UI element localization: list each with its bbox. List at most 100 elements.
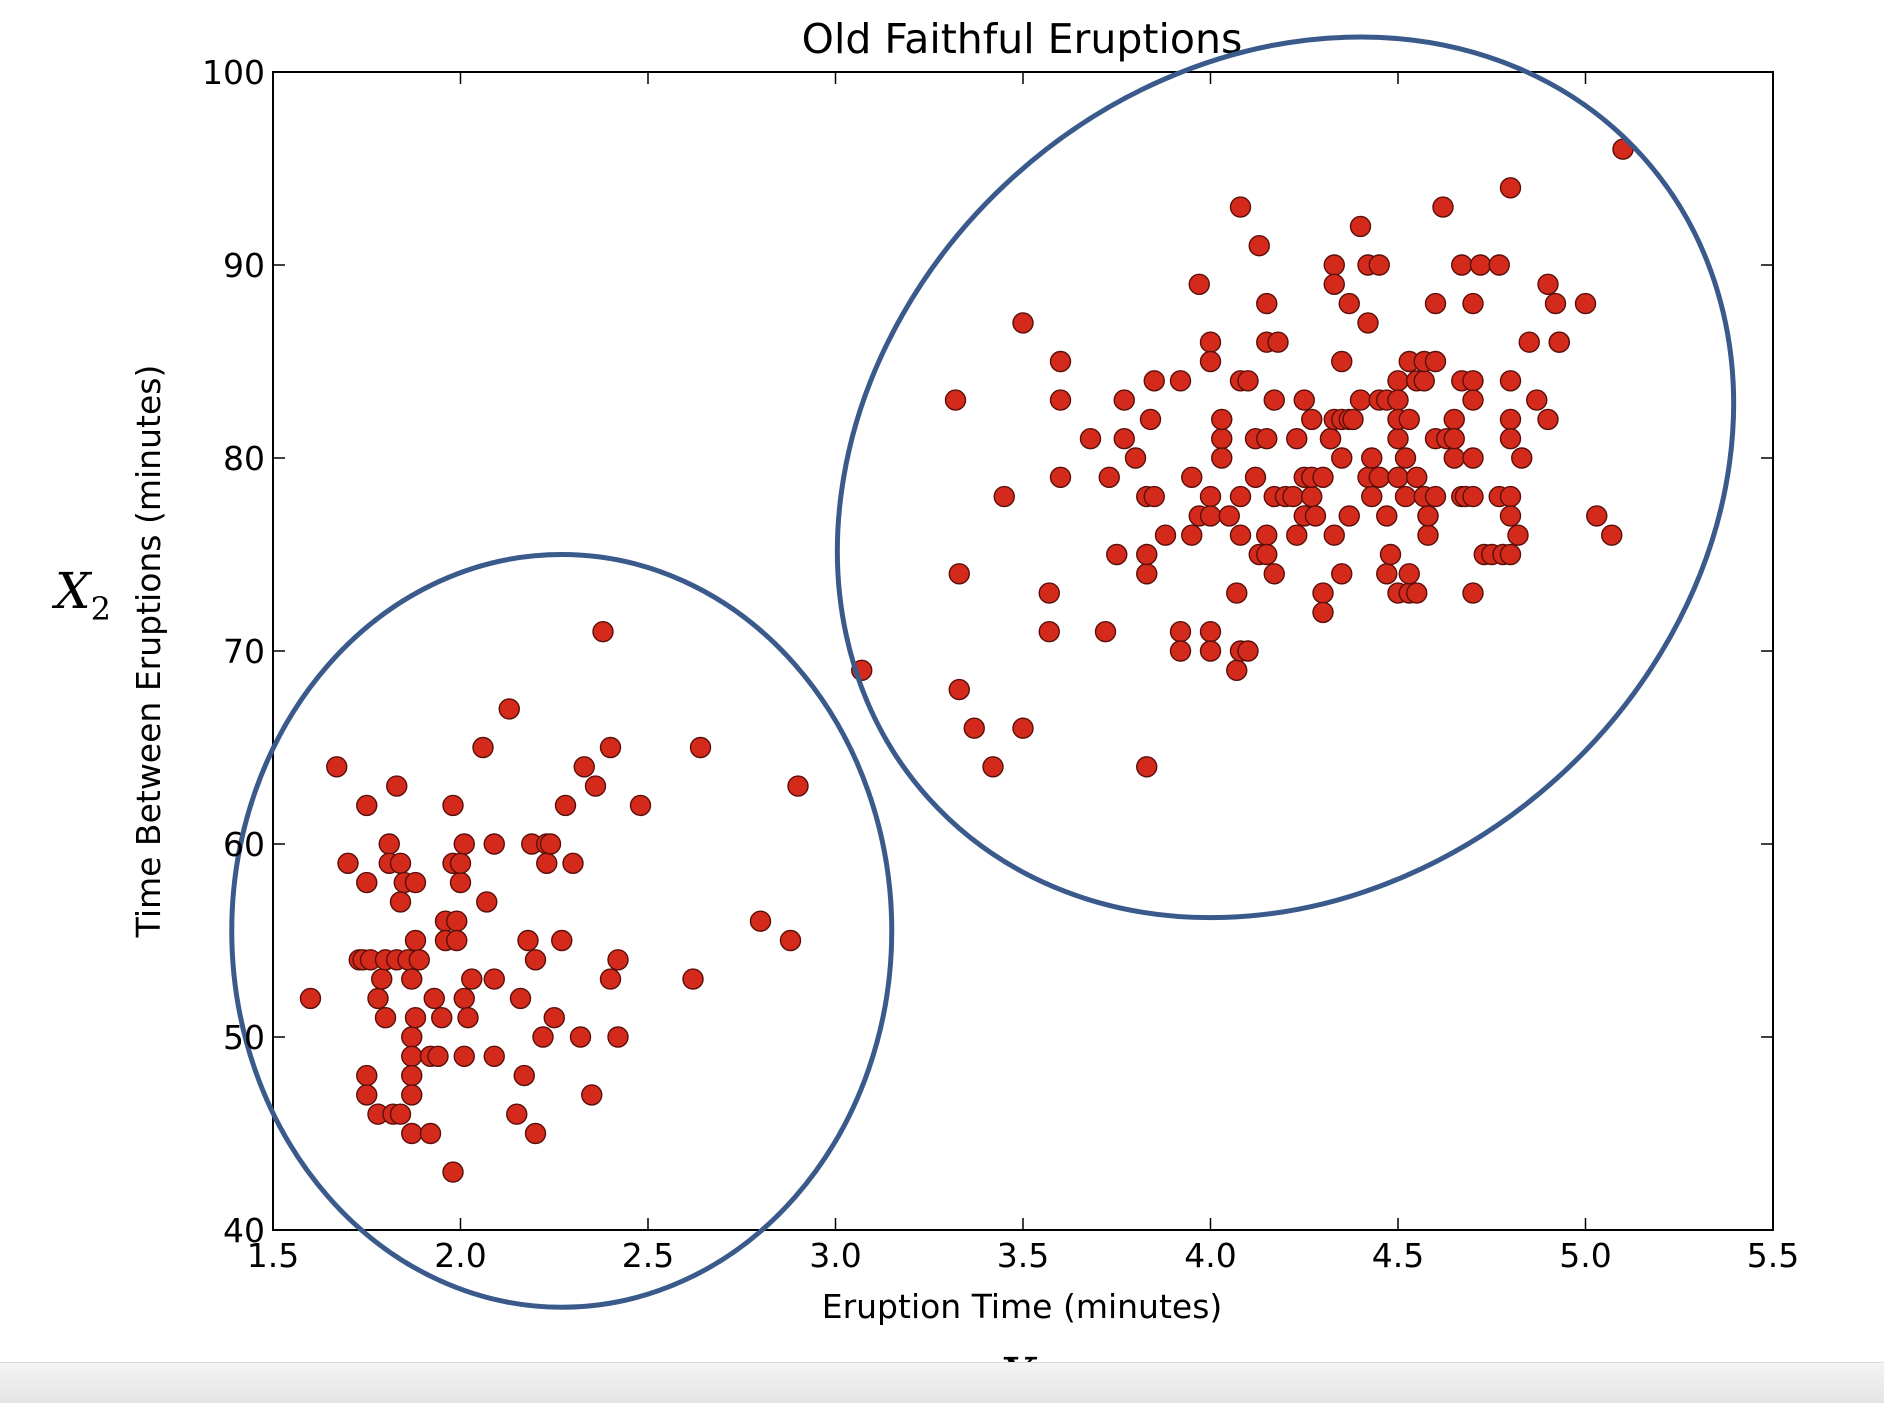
data-point bbox=[1169, 370, 1192, 392]
data-point bbox=[472, 736, 494, 759]
data-point bbox=[1443, 428, 1465, 450]
data-point bbox=[1199, 621, 1222, 643]
data-point bbox=[554, 794, 577, 817]
data-point bbox=[689, 736, 712, 759]
data-point bbox=[476, 891, 498, 913]
data-point bbox=[1286, 524, 1308, 546]
data-point bbox=[1499, 505, 1522, 527]
x-tick-label: 3.0 bbox=[809, 1236, 861, 1275]
data-point bbox=[1398, 408, 1420, 431]
data-point bbox=[1248, 234, 1270, 257]
data-point bbox=[1331, 350, 1353, 373]
window-bottom-strip bbox=[0, 1362, 1884, 1403]
data-point bbox=[1169, 621, 1192, 643]
data-point bbox=[1124, 447, 1147, 469]
data-point bbox=[573, 756, 595, 778]
data-point bbox=[517, 929, 539, 952]
data-point bbox=[1143, 485, 1165, 508]
data-point bbox=[1244, 466, 1267, 488]
data-point bbox=[374, 1007, 397, 1029]
data-point bbox=[1169, 640, 1192, 662]
data-point bbox=[1293, 389, 1315, 411]
data-point bbox=[356, 871, 378, 894]
data-point bbox=[1301, 485, 1323, 508]
data-point bbox=[356, 1084, 378, 1106]
data-point bbox=[1417, 524, 1439, 546]
y-tick-label: 90 bbox=[223, 246, 265, 285]
data-point bbox=[367, 987, 389, 1010]
data-point bbox=[1267, 331, 1289, 353]
data-point bbox=[1511, 447, 1533, 469]
x-tick-labels: 1.5 2.0 2.5 3.0 3.5 4.0 4.5 5.0 5.5 bbox=[247, 1236, 1799, 1275]
cluster-ellipse bbox=[229, 552, 895, 1310]
data-point bbox=[449, 852, 472, 874]
data-point bbox=[1451, 254, 1473, 276]
data-point bbox=[1199, 640, 1222, 662]
data-point bbox=[299, 987, 322, 1010]
data-point bbox=[1012, 312, 1034, 334]
data-point bbox=[1181, 466, 1203, 488]
cluster-ellipses bbox=[229, 34, 1737, 1310]
x-tick-label: 4.5 bbox=[1372, 1236, 1424, 1275]
data-point bbox=[1282, 485, 1304, 508]
data-point bbox=[1312, 582, 1334, 604]
data-point bbox=[378, 833, 400, 855]
data-point bbox=[1139, 408, 1162, 431]
data-point bbox=[442, 794, 464, 817]
data-point bbox=[1312, 466, 1334, 488]
data-point bbox=[1443, 408, 1465, 431]
data-point bbox=[1424, 485, 1447, 508]
data-point bbox=[427, 1045, 449, 1068]
x-tick-label: 2.5 bbox=[622, 1236, 674, 1275]
data-point bbox=[551, 929, 573, 952]
data-point bbox=[1499, 177, 1522, 199]
data-point bbox=[1098, 466, 1120, 488]
data-point bbox=[584, 775, 607, 797]
data-point bbox=[1499, 428, 1522, 450]
x-tick-label: 3.5 bbox=[997, 1236, 1049, 1275]
data-point bbox=[1526, 389, 1548, 411]
data-point bbox=[1544, 292, 1567, 315]
x-axis-label: Eruption Time (minutes) bbox=[822, 1287, 1223, 1326]
data-point bbox=[1499, 485, 1522, 508]
data-point bbox=[963, 717, 985, 739]
data-point bbox=[337, 852, 359, 874]
data-point bbox=[1136, 543, 1158, 566]
y-variable-subscript: 2 bbox=[91, 590, 111, 628]
data-point bbox=[446, 929, 468, 952]
data-point bbox=[371, 968, 393, 990]
data-point bbox=[539, 833, 562, 855]
data-point bbox=[592, 621, 614, 643]
data-point bbox=[599, 736, 622, 759]
data-point bbox=[401, 1064, 423, 1087]
data-point bbox=[1038, 582, 1060, 604]
data-point bbox=[749, 910, 772, 932]
data-point bbox=[524, 949, 547, 971]
data-point bbox=[483, 968, 505, 990]
data-point bbox=[1237, 640, 1259, 662]
y-tick-labels: 40 50 60 70 80 90 100 bbox=[202, 53, 265, 1250]
data-point bbox=[948, 678, 970, 701]
data-point bbox=[1199, 505, 1222, 527]
data-point bbox=[1338, 505, 1360, 527]
data-point bbox=[1488, 254, 1510, 276]
data-point bbox=[483, 1045, 505, 1068]
data-point bbox=[1079, 428, 1102, 450]
y-variable-symbol: X bbox=[51, 562, 93, 620]
data-point bbox=[1256, 524, 1278, 546]
data-point bbox=[404, 929, 427, 952]
x-tick-label: 4.0 bbox=[1184, 1236, 1236, 1275]
data-point bbox=[401, 968, 423, 990]
data-point bbox=[408, 949, 430, 971]
data-point bbox=[1331, 563, 1353, 585]
data-point bbox=[356, 794, 378, 817]
y-tick-label: 40 bbox=[223, 1211, 265, 1250]
data-point bbox=[461, 968, 483, 990]
data-point bbox=[1462, 582, 1484, 604]
data-point bbox=[1323, 273, 1345, 295]
data-point bbox=[1586, 505, 1608, 527]
data-point bbox=[356, 1064, 378, 1087]
data-point bbox=[1424, 350, 1447, 373]
